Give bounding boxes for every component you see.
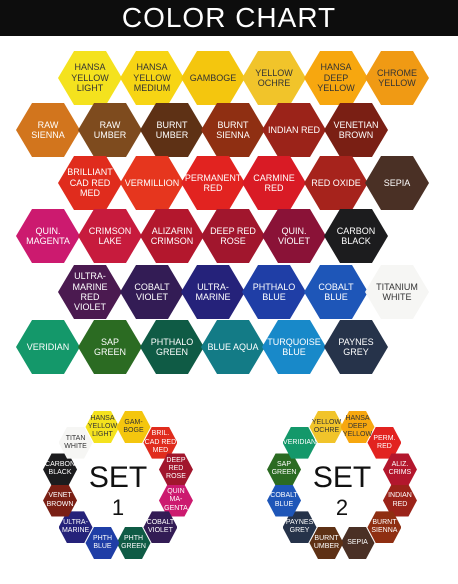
set2-hansa-deep-yellow-label: HANSA DEEP YELLOW [342,414,373,439]
set1-deep-red-rose-label: DEEP RED ROSE [166,457,186,481]
set1-cobalt-violet-label: COBALT VIOLET [146,519,175,535]
title-banner: COLOR CHART [0,0,458,36]
swatch-blue-aqua-label: BLUE AQUA [207,341,259,352]
set1-number: 1 [111,495,125,520]
set1-carbon-black-swatch [43,453,78,486]
set1-venet-brown-swatch [43,484,78,517]
swatch-deep-red-rose-swatch [201,209,265,263]
set1-hansa-yellow-light-label: HANSA YELLOW LIGHT [87,414,118,439]
swatch-paynes-grey-label: PAYNES GREY [338,336,374,357]
swatch-sap-green-label: SAP GREEN [93,336,126,357]
swatch-blue-aqua-swatch [201,320,265,374]
set1-gam-boge-label: GAM-BOGE [123,418,144,435]
swatch-burnt-sienna-label: BURNT SIENNA [216,119,250,140]
swatch-veridian-label: VERIDIAN [26,341,70,352]
swatch-red-oxide-label: RED OXIDE [311,177,361,188]
swatch-carbon-black-label: CARBON BLACK [336,225,376,246]
set2-title: SET [312,461,372,494]
swatch-hansa-yellow-medium-label: HANSA YELLOW MEDIUM [133,62,171,94]
set1-title: SET [88,461,148,494]
swatch-gamboge-swatch [181,51,245,105]
set1-ultra-marine-label: ULTRA-MARINE [61,519,90,535]
swatch-ultra-marine-label: ULTRA-MARINE [195,281,231,302]
set1-gam-boge-swatch [116,411,151,444]
set1-bril-cad-red-med-label: BRIL. CAD RED MED [144,430,177,454]
set1-hansa-yellow-light-swatch [85,411,120,444]
swatch-quin-violet-label: QUIN. VIOLET [277,225,310,246]
set2-burnt-umber-label: BURNT UMBER [313,534,340,550]
set2-cobalt-blue-label: COBALT BLUE [270,492,298,508]
set2-yellow-ochre-label: YELLOW OCHRE [311,418,342,435]
set1-carbon-black-label: CARBON BLACK [45,461,75,477]
swatch-turquoise-blue-label: TURQUOISE BLUE [267,336,321,357]
set1-quin-ma-genta-swatch [158,484,193,517]
swatch-gamboge-label: GAMBOGE [189,72,237,83]
swatch-titanium-white-label: TITANIUM WHITE [376,281,418,302]
swatch-raw-sienna-label: RAW SIENNA [31,119,65,140]
swatch-deep-red-rose-label: DEEP RED ROSE [210,225,256,246]
swatch-ultra-marine-swatch [181,265,245,319]
swatch-hansa-yellow-medium-swatch [120,51,184,105]
swatch-carmine-red-label: CARMINE RED [253,172,295,193]
set2-aliz-crims-label: ALIZ. CRIMS [388,461,412,477]
swatch-yellow-ochre-label: YELLOW OCHRE [255,67,293,88]
set1-phth-green-label: PHTH GREEN [121,534,146,550]
set2-indian-red-label: INDIAN RED [388,492,412,508]
set2-veridian-label: VERIDIAN [283,438,317,446]
swatch-cobalt-blue-label: COBALT BLUE [318,281,354,302]
set1-titan-white-label: TITAN WHITE [64,434,87,450]
swatch-phthalo-green-swatch [140,320,204,374]
swatch-cobalt-violet-swatch [120,265,184,319]
set2-paynes-grey-label: PAYNES GREY [285,519,314,535]
set2-sap-green-label: SAP GREEN [271,461,297,477]
swatch-vermillion-label: VERMILLION [124,177,180,188]
swatch-burnt-umber-swatch [140,103,204,157]
swatch-cobalt-violet-label: COBALT VIOLET [134,281,170,302]
swatch-phthalo-blue-label: PHTHALO BLUE [252,281,296,302]
set1-phth-blue-label: PHTH BLUE [92,534,112,550]
swatch-ultra-marine-red-violet-label: ULTRA-MARINE RED VIOLET [72,271,108,313]
swatch-vermillion-swatch [120,156,184,210]
set1-deep-red-rose-swatch [158,453,193,486]
set2-perm-red-label: PERM. RED [373,434,396,450]
set1-venet-brown-label: VENET BROWN [46,492,74,508]
set2-sepia-label: SEPIA [347,538,368,546]
set1-titan-white-swatch [58,426,93,459]
set1-quin-ma-genta-label: QUIN MA-GENTA [164,488,188,512]
swatch-alizarin-crimson-swatch [140,209,204,263]
swatch-hansa-deep-yellow-label: HANSA DEEP YELLOW [317,62,355,94]
swatch-burnt-sienna-swatch [201,103,265,157]
set2-burnt-sienna-label: BURNT SIENNA [371,519,398,535]
page-title: COLOR CHART [121,2,337,33]
swatch-brilliant-cad-red-med-label: BRILLIANT CAD RED MED [67,167,113,199]
swatch-chrome-yellow-label: CHROME YELLOW [377,67,417,88]
swatch-phthalo-green-label: PHTHALO GREEN [150,336,194,357]
swatch-hansa-yellow-light-label: HANSA YELLOW LIGHT [71,62,109,94]
swatch-alizarin-crimson-label: ALIZARIN CRIMSON [150,225,194,246]
swatch-raw-umber-label: RAW UMBER [93,119,127,140]
set1-bril-cad-red-med-swatch [143,426,178,459]
set2-number: 2 [335,495,349,520]
swatch-burnt-umber-label: BURNT UMBER [155,119,189,140]
swatch-quin-magenta-label: QUIN. MAGENTA [26,225,70,246]
swatch-sepia-label: SEPIA [383,177,411,188]
swatch-crimson-lake-label: CRIMSON LAKE [88,225,132,246]
swatch-permanent-red-label: PERMANENT RED [184,172,242,193]
swatch-permanent-red-swatch [181,156,245,210]
swatch-indian-red-label: INDIAN RED [268,124,321,135]
swatch-venetian-brown-label: VENETIAN BROWN [333,119,379,140]
